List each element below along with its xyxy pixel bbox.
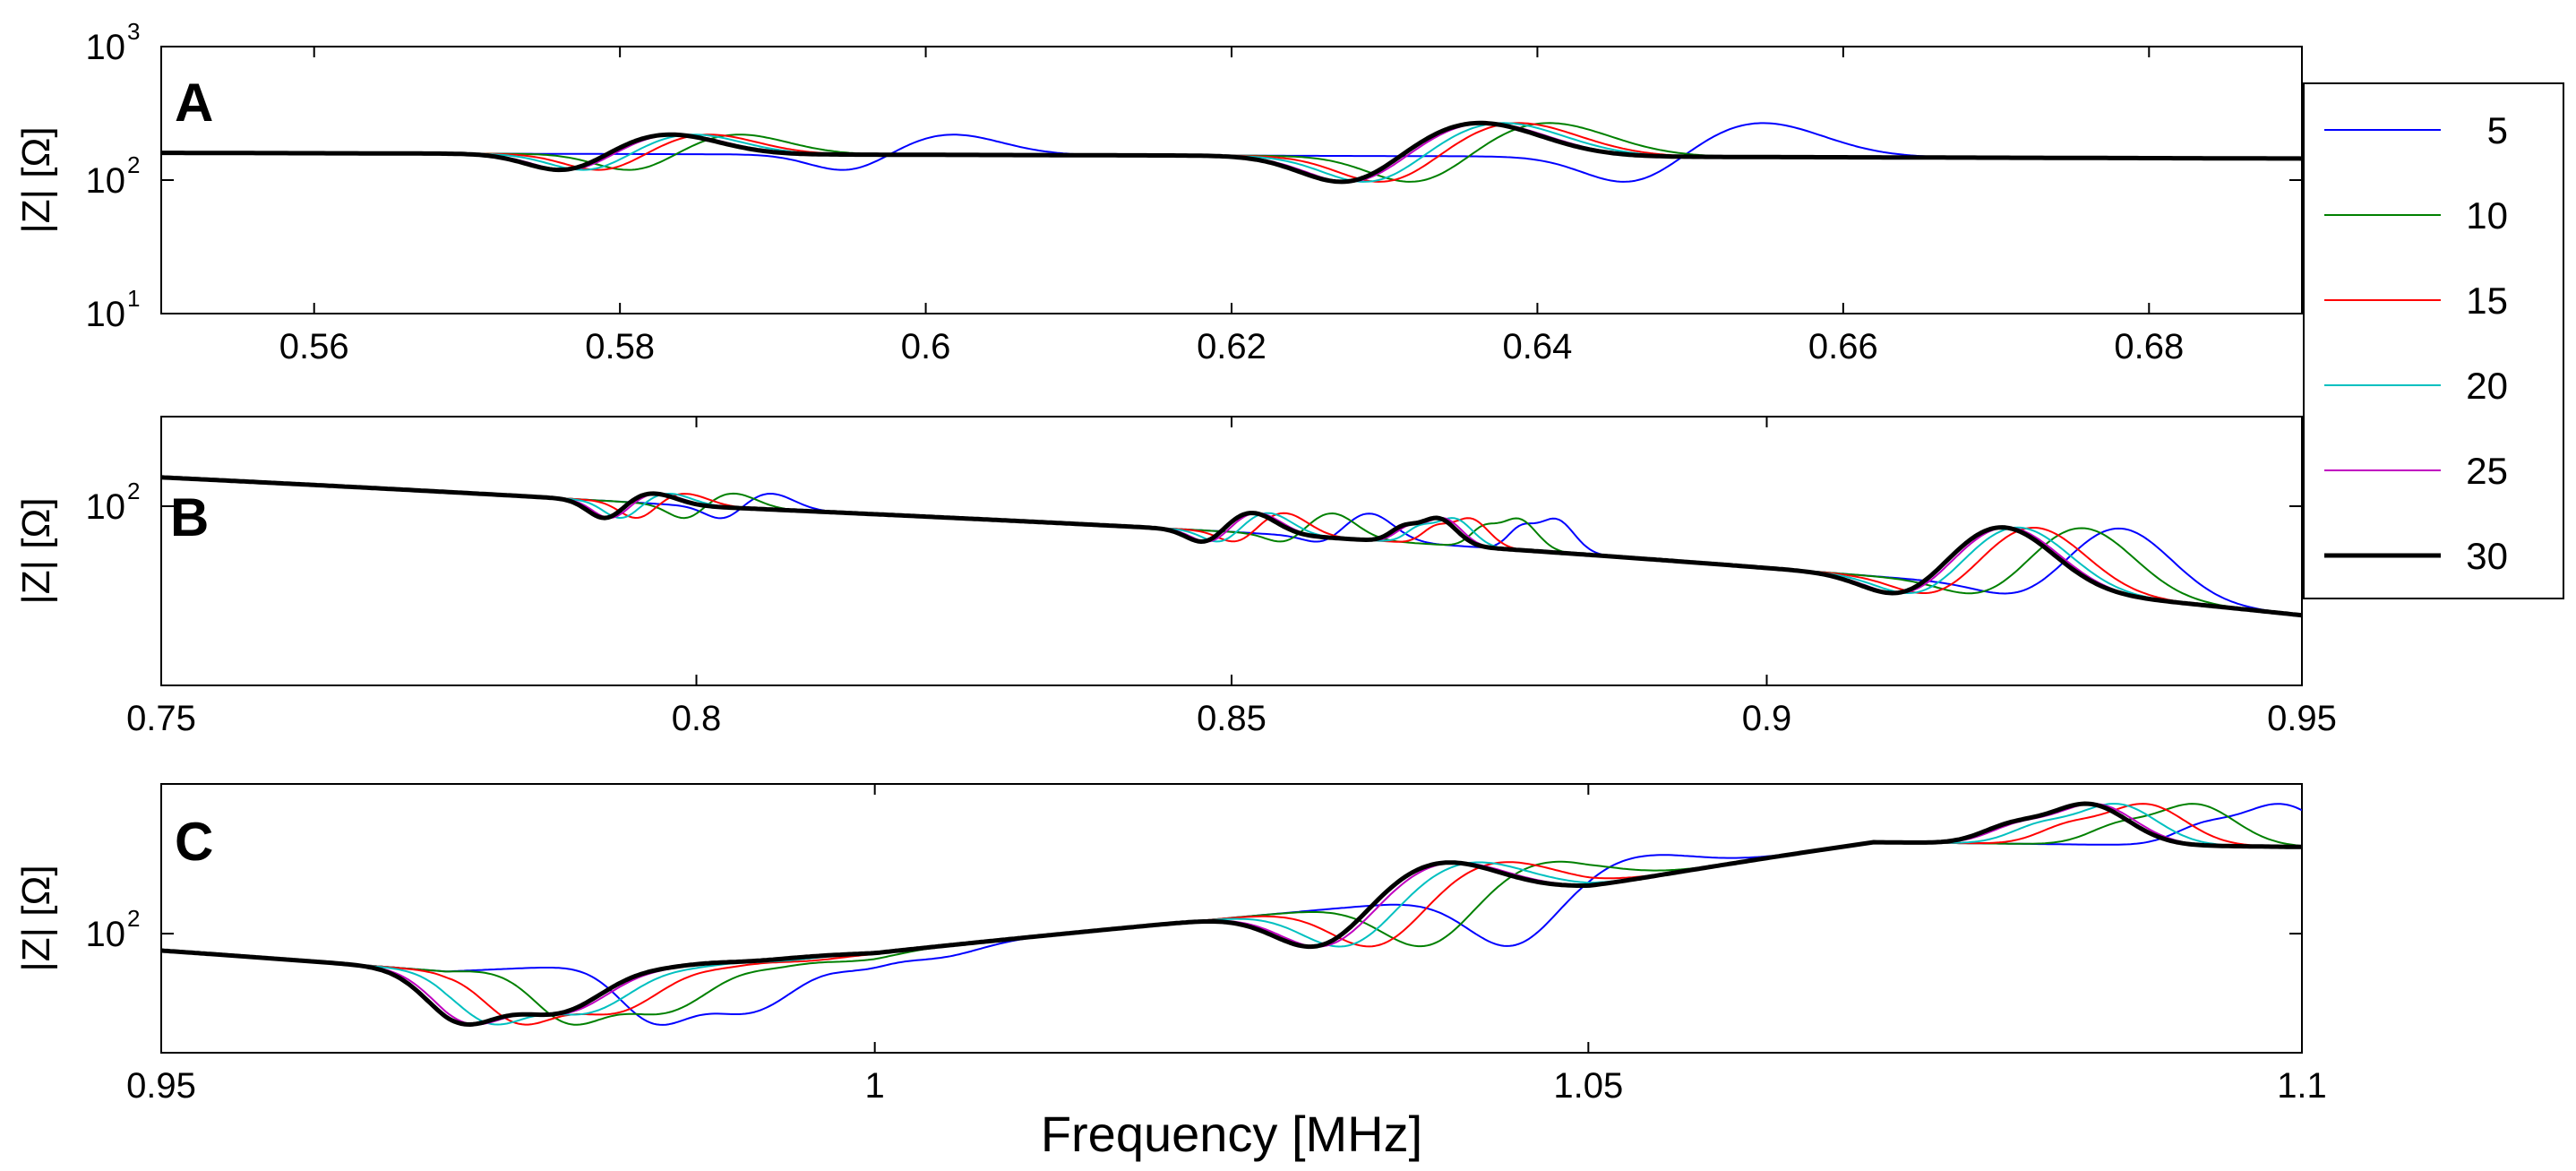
panel-a-frame bbox=[160, 46, 2303, 314]
x-tick-label: 0.95 bbox=[126, 1066, 196, 1106]
panel-b-ylabel: |Z| [Ω] bbox=[14, 497, 58, 604]
panel-b-frame bbox=[160, 416, 2303, 686]
series-line-30 bbox=[161, 475, 2302, 618]
panel-b-xticks: 0.75 0.8 0.85 0.9 0.95 bbox=[126, 417, 2337, 738]
y-tick-exponent: 3 bbox=[127, 18, 140, 45]
panel-c-yticks: 10 2 bbox=[86, 905, 2302, 954]
panel-b-yticks: 10 2 bbox=[86, 478, 2302, 527]
x-axis-label: Frequency [MHz] bbox=[1041, 1106, 1422, 1162]
legend-label: 10 bbox=[2466, 194, 2508, 237]
x-tick-label: 1 bbox=[865, 1066, 885, 1106]
panel-a-xticks: 0.56 0.58 0.6 0.62 0.64 0.66 0.68 bbox=[279, 47, 2184, 366]
legend-label: 30 bbox=[2466, 535, 2508, 577]
legend: 5 10 15 20 25 30 bbox=[2303, 82, 2564, 599]
x-tick-label: 0.95 bbox=[2267, 699, 2337, 738]
y-tick-exponent: 2 bbox=[127, 478, 140, 504]
panel-c-series bbox=[161, 801, 2302, 1027]
series-line-30 bbox=[161, 801, 2302, 1027]
y-tick-exponent: 1 bbox=[127, 285, 140, 312]
panel-a-series bbox=[161, 120, 2302, 185]
x-tick-label: 1.05 bbox=[1553, 1066, 1623, 1106]
series-line-30 bbox=[161, 120, 2302, 185]
legend-box bbox=[2303, 82, 2564, 599]
y-tick-label: 10 bbox=[86, 915, 126, 954]
legend-label: 25 bbox=[2466, 450, 2508, 492]
legend-label: 15 bbox=[2466, 280, 2508, 322]
x-tick-label: 0.66 bbox=[1808, 327, 1878, 366]
panel-a-label: A bbox=[175, 73, 213, 133]
panel-b: 0.75 0.8 0.85 0.9 0.95 10 2 B |Z| [Ω] bbox=[14, 416, 2337, 738]
y-tick-label: 10 bbox=[86, 161, 126, 201]
y-tick-label: 10 bbox=[86, 28, 126, 67]
x-tick-label: 0.75 bbox=[126, 699, 196, 738]
x-tick-label: 0.6 bbox=[901, 327, 951, 366]
legend-label: 20 bbox=[2466, 365, 2508, 407]
x-tick-label: 0.64 bbox=[1502, 327, 1572, 366]
x-tick-label: 0.62 bbox=[1197, 327, 1267, 366]
x-tick-label: 0.56 bbox=[279, 327, 349, 366]
legend-items: 5 10 15 20 25 30 bbox=[2324, 109, 2508, 577]
y-tick-label: 10 bbox=[86, 487, 126, 527]
x-tick-label: 1.1 bbox=[2277, 1066, 2327, 1106]
panel-c-label: C bbox=[175, 812, 213, 872]
y-tick-exponent: 2 bbox=[127, 151, 140, 178]
panel-b-label: B bbox=[170, 487, 209, 547]
panel-a-ylabel: |Z| [Ω] bbox=[14, 126, 58, 233]
x-tick-label: 0.85 bbox=[1197, 699, 1267, 738]
panel-c-xticks: 0.95 1 1.05 1.1 bbox=[126, 784, 2327, 1106]
panel-c-ylabel: |Z| [Ω] bbox=[14, 865, 58, 971]
y-tick-label: 10 bbox=[86, 295, 126, 334]
panel-c: 0.95 1 1.05 1.1 10 2 C |Z| [Ω] bbox=[14, 783, 2327, 1106]
x-tick-label: 0.8 bbox=[672, 699, 722, 738]
y-tick-exponent: 2 bbox=[127, 905, 140, 932]
legend-label: 5 bbox=[2487, 109, 2508, 151]
panel-b-series bbox=[161, 475, 2302, 618]
x-tick-label: 0.68 bbox=[2114, 327, 2184, 366]
x-tick-label: 0.58 bbox=[585, 327, 655, 366]
x-tick-label: 0.9 bbox=[1742, 699, 1792, 738]
